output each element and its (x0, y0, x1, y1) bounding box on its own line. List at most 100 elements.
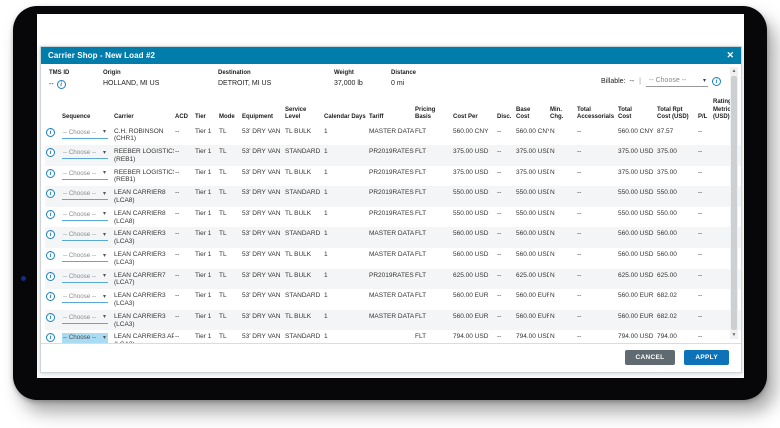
tms-info-icon[interactable]: i (56, 80, 66, 89)
carrier-code: (LCA7) (114, 279, 135, 287)
column-header: Min. Chg. (550, 106, 564, 121)
sequence-select[interactable]: -- Choose -- ▾ (62, 251, 108, 263)
row-info-icon[interactable]: i (46, 271, 55, 281)
field-destination: Destination DETROIT, MI US (218, 70, 334, 87)
scroll-up-icon[interactable]: ▲ (731, 68, 737, 74)
cell-service-level: TL BULK (285, 312, 312, 320)
cell-total-accessorials: -- (577, 168, 582, 176)
cell-tariff: PR2019RATES (369, 148, 414, 156)
chevron-down-icon: ▾ (102, 252, 106, 259)
cell-total-rpt-cost: 682.02 (657, 292, 677, 300)
column-header: Tariff (369, 114, 384, 120)
cell-sequence: -- Choose -- ▾ (61, 248, 113, 269)
vertical-scrollbar[interactable]: ▲ ▼ (730, 67, 738, 339)
row-info-icon[interactable]: i (46, 148, 55, 158)
cell-total-rpt-cost: 550.00 (657, 209, 677, 217)
sequence-select[interactable]: -- Choose -- ▾ (62, 333, 108, 343)
modal-footer: CANCEL APPLY (41, 343, 741, 372)
sequence-select[interactable]: -- Choose -- ▾ (62, 169, 108, 180)
scroll-down-icon[interactable]: ▼ (731, 332, 737, 338)
sequence-select[interactable]: -- Choose -- ▾ (62, 313, 108, 324)
cell-disc: -- (497, 148, 502, 156)
sequence-select[interactable]: -- Choose -- ▾ (62, 148, 108, 160)
carrier-code: (LCA3) (114, 341, 172, 343)
field-value: 37,000 lb (334, 80, 363, 87)
cell-equipment: 53' DRY VAN (242, 148, 281, 156)
cell-pricing-basis: FLT (415, 189, 427, 197)
column-header: Calendar Days (324, 114, 366, 120)
cell-acd: -- (175, 312, 180, 320)
row-info-icon[interactable]: i (46, 209, 55, 219)
cell-tier: Tier 1 (195, 148, 212, 156)
column-header: Equipment (242, 114, 273, 120)
carrier-code: (LCA3) (114, 258, 135, 266)
carrier-code: (LCA3) (114, 300, 135, 308)
cell-calendar-days: 1 (324, 312, 328, 320)
cell-calendar-days: 1 (324, 230, 328, 238)
chevron-down-icon: ▾ (102, 149, 106, 156)
row-info-icon[interactable]: i (46, 292, 55, 302)
carrier-name: LEAN CARRIER3 (114, 230, 166, 238)
cell-service-level: TL BULK (285, 168, 312, 176)
cell-tariff: MASTER DATA (369, 230, 414, 238)
row-info-icon[interactable]: i (46, 230, 55, 240)
sequence-select[interactable]: -- Choose -- ▾ (62, 210, 108, 221)
cell-carrier: REEBER LOGISTICS (REB1) (113, 145, 174, 166)
sequence-select[interactable]: -- Choose -- ▾ (62, 230, 108, 242)
row-info-icon[interactable]: i (46, 312, 55, 322)
cell-cost-per: 794.00 USD (453, 333, 489, 341)
cell-service-level: STANDARD (285, 292, 321, 300)
carrier-name: REEBER LOGISTICS (114, 168, 174, 176)
cell-tariff: MASTER DATA (369, 251, 414, 259)
sequence-select[interactable]: -- Choose -- ▾ (62, 128, 108, 139)
cell-tariff: MASTER DATA (369, 127, 414, 135)
cancel-button[interactable]: CANCEL (624, 350, 676, 365)
cell-total-accessorials: -- (577, 230, 582, 238)
apply-button[interactable]: APPLY (684, 350, 729, 365)
sequence-select[interactable]: -- Choose -- ▾ (62, 292, 108, 304)
row-info-icon[interactable]: i (46, 127, 55, 137)
carrier-name: LEAN CARRIER3 (114, 312, 166, 320)
billable-select[interactable]: -- Choose -- ▾ (646, 76, 708, 87)
cell-cost-per: 560.00 USD (453, 251, 489, 259)
cell-base-cost: 550.00 USD (516, 189, 549, 197)
row-info-icon[interactable]: i (46, 168, 55, 178)
column-header: Base Cost (516, 106, 531, 121)
cell-mode: TL (219, 127, 227, 135)
billable-label: Billable: (600, 78, 626, 85)
row-info-icon[interactable]: i (46, 333, 55, 343)
scroll-thumb[interactable] (731, 76, 737, 330)
cell-info: i (45, 125, 61, 146)
field-label: TMS ID (49, 70, 70, 76)
carrier-row: i -- Choose -- ▾ LEAN CARRIER7 (LCA7) -- Tier … (45, 268, 741, 290)
field-label: Origin (103, 70, 121, 76)
cell-pricing-basis: FLT (415, 168, 427, 176)
cell-pl: -- (698, 127, 703, 135)
cell-disc: -- (497, 251, 502, 259)
sequence-select[interactable]: -- Choose -- ▾ (62, 189, 108, 201)
cell-tier: Tier 1 (195, 209, 212, 217)
cell-acd: -- (175, 230, 180, 238)
cell-cost-per: 550.00 USD (453, 189, 489, 197)
field-label: Weight (334, 70, 354, 76)
cell-base-cost: 560.00 CNY (516, 127, 549, 135)
cell-total-accessorials: -- (577, 127, 582, 135)
column-header: ACD (175, 114, 188, 120)
cell-acd: -- (175, 251, 180, 259)
chevron-down-icon: ▾ (102, 314, 106, 321)
cell-min-chg: N (550, 230, 555, 238)
row-info-icon[interactable]: i (46, 251, 55, 261)
cell-disc: -- (497, 230, 502, 238)
cell-acd: -- (175, 271, 180, 279)
row-info-icon[interactable]: i (46, 189, 55, 199)
sequence-select[interactable]: -- Choose -- ▾ (62, 272, 108, 283)
cell-info: i (45, 269, 61, 290)
cell-total-accessorials: -- (577, 312, 582, 320)
cell-min-chg: N (550, 292, 555, 300)
cell-min-chg: N (550, 209, 555, 217)
cell-total-cost: 375.00 USD (618, 148, 654, 156)
carrier-code: (CHR1) (114, 135, 137, 143)
billable-info-icon[interactable]: i (712, 77, 721, 86)
close-icon[interactable]: ✕ (726, 50, 734, 60)
cell-tariff (368, 330, 414, 343)
